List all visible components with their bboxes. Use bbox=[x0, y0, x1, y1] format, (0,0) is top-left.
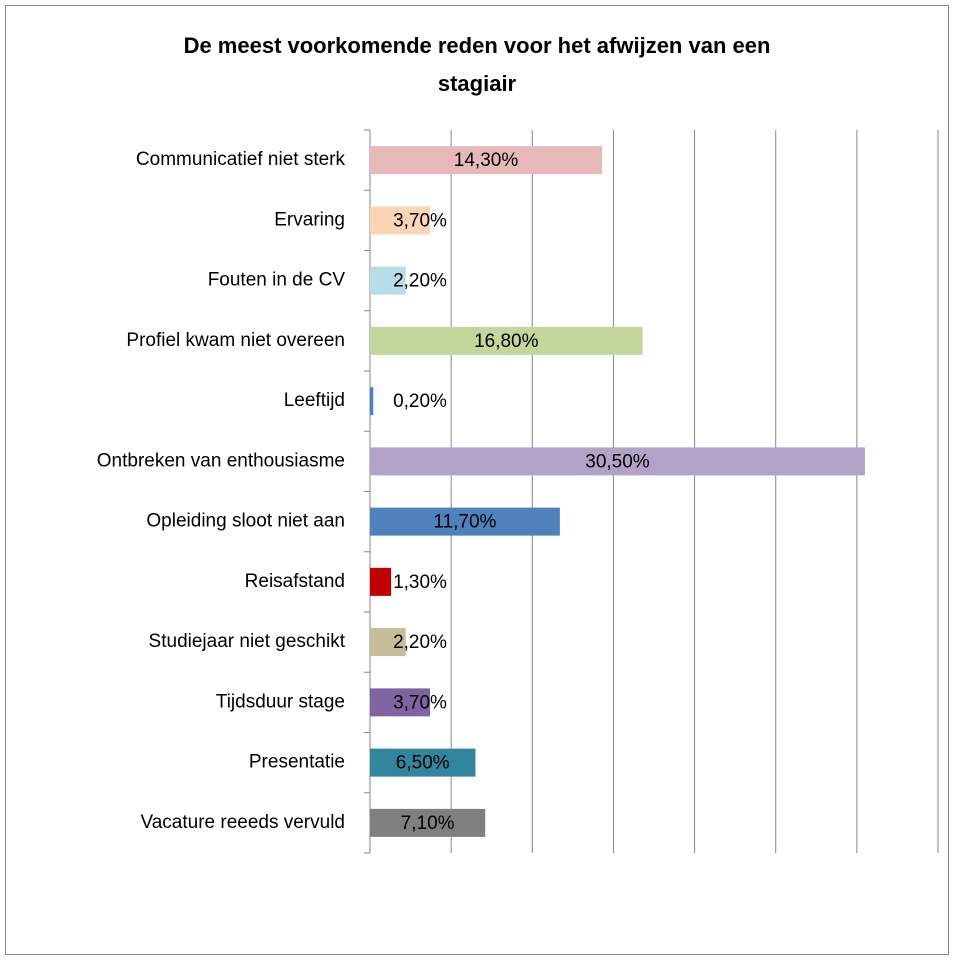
bar bbox=[370, 507, 560, 536]
value-label: 7,10% bbox=[401, 813, 455, 834]
bar bbox=[370, 567, 392, 596]
bar bbox=[370, 326, 643, 355]
category-label: Leeftijd bbox=[284, 390, 345, 411]
chart-title: stagiair bbox=[438, 71, 517, 96]
bar bbox=[370, 387, 374, 416]
category-label: Profiel kwam niet overeen bbox=[126, 330, 345, 351]
category-label: Presentatie bbox=[249, 752, 345, 773]
bar bbox=[370, 206, 431, 235]
bar bbox=[370, 447, 865, 476]
value-label: 0,20% bbox=[393, 391, 447, 412]
value-label: 2,20% bbox=[393, 632, 447, 653]
category-label: Opleiding sloot niet aan bbox=[146, 511, 345, 532]
category-label: Vacature reeeds vervuld bbox=[140, 812, 345, 833]
bar bbox=[370, 688, 431, 717]
value-label: 16,80% bbox=[474, 331, 539, 352]
value-label: 14,30% bbox=[454, 150, 519, 171]
category-label: Studiejaar niet geschikt bbox=[149, 631, 346, 652]
value-label: 11,70% bbox=[433, 512, 496, 533]
chart-title: De meest voorkomende reden voor het afwi… bbox=[184, 33, 771, 58]
category-label: Ervaring bbox=[274, 209, 345, 230]
value-label: 2,20% bbox=[393, 271, 447, 292]
value-label: 30,50% bbox=[585, 451, 650, 472]
category-label: Ontbreken van enthousiasme bbox=[97, 450, 345, 471]
category-label: Reisafstand bbox=[245, 571, 345, 592]
value-label: 3,70% bbox=[393, 692, 447, 713]
value-label: 3,70% bbox=[393, 210, 447, 231]
bar bbox=[370, 628, 406, 657]
bar bbox=[370, 266, 406, 295]
category-label: Tijdsduur stage bbox=[216, 691, 345, 712]
bar bbox=[370, 748, 476, 777]
category-label: Communicatief niet sterk bbox=[136, 149, 346, 170]
value-label: 6,50% bbox=[396, 753, 450, 774]
value-label: 1,30% bbox=[393, 572, 447, 593]
category-label: Fouten in de CV bbox=[208, 270, 346, 291]
bar bbox=[370, 808, 486, 837]
bar bbox=[370, 146, 603, 175]
